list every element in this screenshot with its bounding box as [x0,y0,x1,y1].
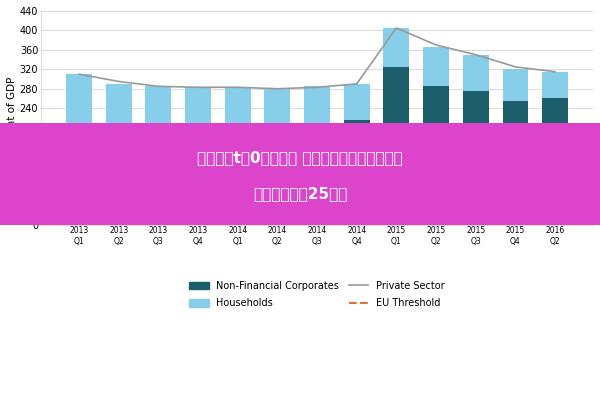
Bar [225,125,251,225]
Bar [106,84,131,128]
Bar [265,125,290,225]
Bar [304,86,330,123]
Bar [265,89,290,125]
Bar [185,87,211,129]
Text: 正规股票t十0交易平台 广东油茶进入丰收时节，: 正规股票t十0交易平台 广东油茶进入丰收时节， [197,150,403,165]
Legend: Non-Financial Corporates, Households, Private Sector, EU Threshold: Non-Financial Corporates, Households, Pr… [185,277,449,312]
Bar [145,86,171,130]
Bar [383,67,409,225]
Text: 今年产量预计25万吨: 今年产量预计25万吨 [253,186,347,201]
Bar [344,120,370,225]
Bar [503,69,528,101]
Bar [225,87,251,125]
Bar [304,123,330,225]
Bar [542,98,568,225]
Bar [185,129,211,225]
Bar [66,74,92,125]
Bar [542,72,568,98]
Y-axis label: Per Cent of GDP: Per Cent of GDP [7,76,17,160]
Bar [423,86,449,225]
Bar [463,91,488,225]
Bar [344,84,370,120]
Bar [145,130,171,225]
Bar [106,128,131,225]
Bar [463,55,488,91]
Bar [66,125,92,225]
Bar [383,28,409,67]
Bar [423,48,449,86]
Bar [503,101,528,225]
